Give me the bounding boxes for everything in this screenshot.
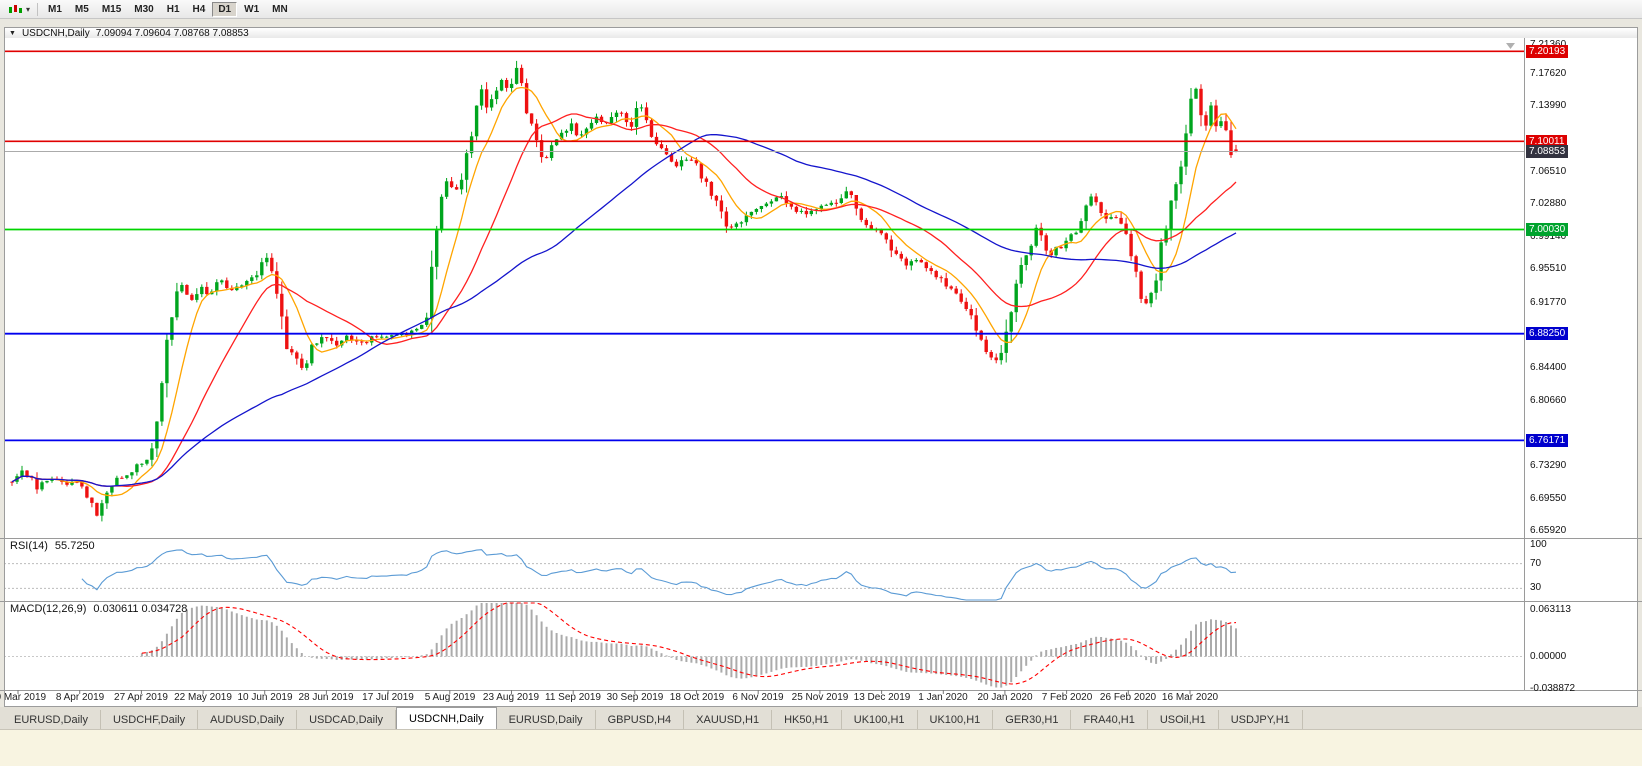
chevron-down-icon: ▾ [26,4,31,14]
chart-tab[interactable]: USOil,H1 [1148,710,1219,729]
price-axis-label: 6.80660 [1530,395,1567,406]
chart-tab[interactable]: UK100,H1 [918,710,994,729]
date-label: 26 Feb 2020 [1099,692,1157,703]
price-axis-label: 6.95510 [1530,263,1567,274]
date-label: 20 Mar 2019 [0,692,47,703]
date-label: 8 Apr 2019 [55,692,105,703]
chart-tab[interactable]: USDCAD,Daily [297,710,397,729]
macd-histogram [140,603,1237,688]
price-axis-label: 7.06510 [1530,166,1567,177]
period-button-m15[interactable]: M15 [101,3,122,15]
shift-end-marker [1506,43,1515,49]
date-label: 10 Jun 2019 [237,692,293,703]
price-axis-label: 6.73290 [1530,460,1567,471]
chart-title-symbol: USDCNH,Daily [21,27,90,39]
date-label: 1 Jan 2020 [918,692,968,703]
date-label: 11 Sep 2019 [545,692,601,703]
date-label: 6 Nov 2019 [732,692,784,703]
chart-tab[interactable]: UK100,H1 [842,710,918,729]
rsi-axis-label: 30 [1530,582,1542,593]
price-axis-label: 7.02880 [1530,198,1567,209]
price-axis-label: 7.13990 [1530,100,1567,111]
chart-tab[interactable]: EURUSD,Daily [497,710,596,729]
macd-indicator-label: MACD(12,26,9) 0.030611 0.034728 [10,603,187,615]
chart-tab[interactable]: USDCHF,Daily [101,710,199,729]
chart-tab-bar: EURUSD,Daily USDCHF,Daily AUDUSD,Daily USDC… [0,707,1642,730]
period-button-h1[interactable]: H1 [166,3,180,15]
chart-tab[interactable]: GBPUSD,H4 [596,710,685,729]
period-button-w1[interactable]: W1 [244,3,260,15]
candlestick-glyph [9,4,22,13]
price-axis-label: 6.69550 [1530,493,1567,504]
status-area [0,730,1642,766]
chart-tab[interactable]: GER30,H1 [993,710,1072,729]
date-label: 27 Apr 2019 [114,692,168,703]
price-axis-label: 6.65920 [1530,525,1567,536]
price-axis-label: 6.84400 [1530,362,1567,373]
macd-axis-label: -0.038872 [1530,683,1576,694]
date-label: 17 Jul 2019 [362,692,414,703]
price-axis-label: 6.91770 [1530,297,1567,308]
date-label: 20 Jan 2020 [977,692,1033,703]
period-button-m1[interactable]: M1 [48,3,62,15]
date-label: 23 Aug 2019 [482,692,540,703]
rsi-axis-label: 100 [1530,539,1547,550]
window-menu-icon[interactable]: ▼ [9,29,16,37]
price-axis-label: 7.17620 [1530,68,1567,79]
time-axis[interactable]: 20 Mar 2019 8 Apr 2019 27 Apr 2019 22 May 2… [0,690,1642,706]
resistance-badge: 7.20193 [1526,45,1569,58]
price-axis[interactable]: 7.21360 7.17620 7.13990 7.06510 7.02880 6.991… [1526,38,1638,694]
chart-style-icon[interactable]: ▾ [5,2,33,17]
rsi-name: RSI(14) [10,540,48,552]
date-label: 25 Nov 2019 [791,692,849,703]
macd-name: MACD(12,26,9) [10,603,87,615]
price-axis-label: 7.21360 [1530,39,1566,51]
timeframe-toolbar: ▾ M1 M5 M15 M30 H1 H4 D1 W1 MN [0,0,1642,19]
rsi-value: 55.7250 [54,540,95,552]
macd-axis-label: 0.063113 [1530,604,1571,615]
chart-window-titlebar: ▼ USDCNH,Daily 7.09094 7.09604 7.08768 7… [4,27,1638,39]
period-button-d1[interactable]: D1 [212,1,238,17]
toolbar-separator [37,2,39,16]
resistance-badge: 7.10011 [1526,135,1568,148]
rsi-indicator-label: RSI(14) 55.7250 [10,540,95,552]
chart-tab[interactable]: AUDUSD,Daily [198,710,298,729]
macd-signal-line [141,602,1237,685]
chart-tab[interactable]: EURUSD,Daily [2,710,101,729]
chart-tab[interactable]: USDJPY,H1 [1219,710,1303,729]
support-badge: 7.00030 [1526,223,1569,236]
chart-tab[interactable]: FRA40,H1 [1071,710,1148,729]
period-button-mn[interactable]: MN [272,3,288,15]
ma-line-55 [11,133,1237,487]
ma-line-21 [11,113,1237,487]
ma-line-8 [11,86,1237,497]
period-buttons: M1 M5 M15 M30 H1 H4 D1 W1 MN [42,1,294,17]
rsi-line [81,549,1237,601]
date-label: 28 Jun 2019 [298,692,354,703]
chart-title-ohlc: 7.09094 7.09604 7.08768 7.08853 [95,27,249,39]
period-button-m5[interactable]: M5 [74,3,89,15]
date-label: 7 Feb 2020 [1041,692,1093,703]
date-label: 13 Dec 2019 [853,692,911,703]
support-badge: 6.76171 [1526,434,1569,447]
period-button-h4[interactable]: H4 [192,3,206,15]
current-price-badge: 7.08853 [1526,145,1569,158]
date-label: 5 Aug 2019 [424,692,476,703]
date-label: 16 Mar 2020 [1161,692,1219,703]
macd-axis-label: 0.00000 [1530,651,1567,662]
chart-tab[interactable]: XAUUSD,H1 [684,710,773,729]
period-button-m30[interactable]: M30 [134,3,154,15]
chart-canvas[interactable] [0,38,1642,707]
chart-tab[interactable]: HK50,H1 [772,710,842,729]
date-label: 22 May 2019 [174,692,232,703]
candlestick-series [10,60,1238,522]
price-axis-label: 6.99140 [1530,231,1567,242]
chart-tab[interactable]: USDCNH,Daily [396,707,497,729]
macd-value: 0.030611 0.034728 [93,603,188,615]
rsi-axis-label: 70 [1530,558,1542,569]
date-label: 18 Oct 2019 [669,692,725,703]
support-badge: 6.88250 [1526,327,1569,340]
date-label: 30 Sep 2019 [606,692,664,703]
